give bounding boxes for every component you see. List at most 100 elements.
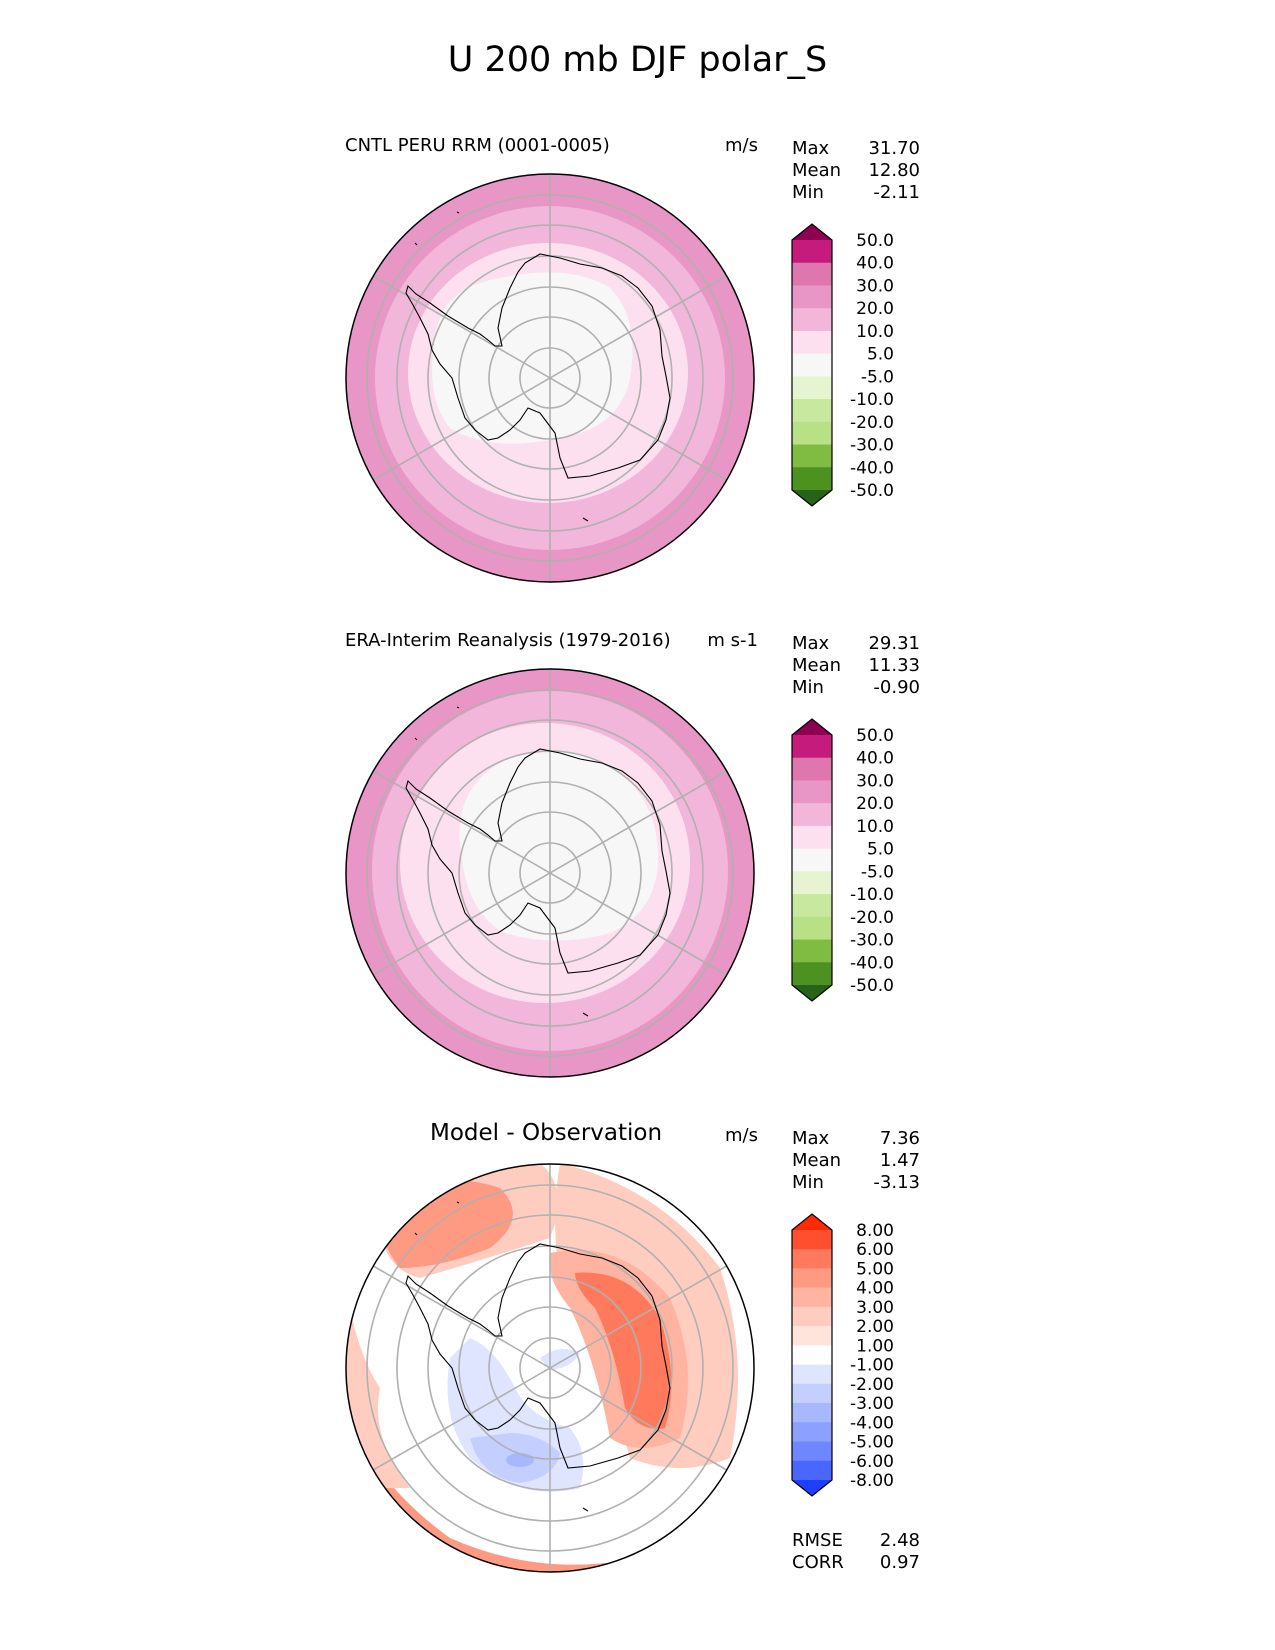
panel-units: m/s (725, 135, 758, 156)
colorbar-tick-label: -20.0 (850, 908, 894, 928)
colorbar-segment (792, 894, 832, 918)
colorbar-tick-label: 20.0 (856, 794, 894, 814)
map-boundary (345, 668, 755, 1078)
colorbar-tick-label: -30.0 (850, 436, 894, 456)
panel-obs: ERA-Interim Reanalysis (1979-2016) m s-1… (0, 615, 1275, 1095)
colorbar-segment (792, 1214, 832, 1230)
colorbar-segment (792, 757, 832, 781)
graticule (366, 174, 734, 582)
polar-map-diff (345, 1163, 755, 1573)
colorbar-segment (792, 330, 832, 355)
colorbar: 8.006.005.004.003.002.001.00-1.00-2.00-3… (791, 1213, 894, 1497)
stat-min: -0.90 (873, 677, 920, 698)
metrics-box: RMSE 2.48 CORR 0.97 (792, 1530, 920, 1574)
colorbar-tick-label: 5.0 (867, 840, 894, 860)
panel-title: Model - Observation (430, 1120, 663, 1146)
colorbar: 50.0 40.030.0 20.0 10.0 5.0-5.0 -10.0 -20.0 -30… (791, 223, 894, 507)
panel-diff: Model - Observation m/s (0, 1110, 1275, 1590)
graticule (366, 669, 734, 1077)
stat-max: 29.31 (868, 633, 920, 654)
colorbar-tick-label: -10.0 (850, 390, 894, 410)
colorbar-segment (792, 1287, 832, 1308)
map-boundary (345, 1163, 755, 1573)
colorbar-tick-label: -50.0 (850, 976, 894, 996)
colorbar-tick-label: 50.0 (856, 231, 894, 251)
stat-label: Max (792, 633, 830, 654)
stat-min: -2.11 (873, 182, 920, 203)
colorbar-tick-label: 40.0 (856, 749, 894, 769)
panel-title: ERA-Interim Reanalysis (1979-2016) (345, 630, 671, 651)
stat-label: Mean (792, 655, 842, 676)
colorbar-segment (792, 962, 832, 986)
colorbar-segment (792, 1441, 832, 1462)
field-band (346, 1408, 754, 1572)
colorbar-tick-label: 10.0 (856, 322, 894, 342)
colorbar-segment (792, 467, 832, 491)
stat-max: 7.36 (879, 1128, 920, 1149)
colorbar-segment (792, 1480, 832, 1496)
figure-title: U 200 mb DJF polar_S (447, 40, 828, 80)
antarctica-coastline (405, 1201, 671, 1512)
colorbar-tick-label: 2.00 (856, 1317, 894, 1337)
field-band (432, 272, 633, 444)
metric-label: RMSE (792, 1530, 843, 1551)
colorbar-segment (792, 421, 832, 445)
colorbar-segment (792, 224, 832, 240)
colorbar-tick-label: 30.0 (856, 276, 894, 296)
colorbar-tick-label: 5.00 (856, 1259, 894, 1279)
panel-title: CNTL PERU RRM (0001-0005) (345, 135, 610, 156)
colorbar-tick-label: -5.00 (850, 1433, 894, 1453)
colorbar-outline (791, 223, 833, 507)
colorbar-tick-label: -5.0 (861, 367, 894, 387)
metric-rmse: 2.48 (879, 1530, 920, 1551)
stats-box: Max 7.36 Mean 1.47 Min -3.13 (792, 1128, 920, 1194)
colorbar-segment (792, 490, 832, 506)
polar-map-obs (345, 668, 755, 1078)
colorbar-segment (792, 1364, 832, 1385)
stat-label: Max (792, 138, 830, 159)
colorbar-tick-label: -10.0 (850, 885, 894, 905)
stat-min: -3.13 (873, 1172, 920, 1193)
colorbar-tick-label: -8.00 (850, 1471, 894, 1491)
colorbar-tick-label: -1.00 (850, 1356, 894, 1376)
colorbar-outline (791, 1213, 833, 1497)
colorbar-segment (792, 780, 832, 804)
stat-label: Mean (792, 160, 842, 181)
colorbar-tick-label: 40.0 (856, 254, 894, 274)
colorbar-segment (792, 735, 832, 759)
colorbar-segment (792, 1383, 832, 1404)
panel-model: CNTL PERU RRM (0001-0005) m/s Max 31.70 M… (0, 120, 1275, 600)
stat-mean: 1.47 (879, 1150, 920, 1171)
colorbar-segment (792, 240, 832, 264)
stat-mean: 12.80 (868, 160, 920, 181)
colorbar-tick-label: 8.00 (856, 1221, 894, 1241)
colorbar-segment (792, 719, 832, 735)
antarctica-coastline (405, 211, 671, 522)
colorbar-tick-label: 3.00 (856, 1298, 894, 1318)
stat-label: Min (792, 677, 824, 698)
field-band (506, 1453, 534, 1467)
metric-label: CORR (792, 1552, 844, 1573)
panel-units: m/s (725, 1125, 758, 1146)
stats-box: Max 31.70 Mean 12.80 Min -2.11 (792, 138, 920, 204)
colorbar: 50.0 40.030.0 20.0 10.0 5.0-5.0 -10.0 -20.0 -30… (791, 718, 894, 1002)
antarctica-coastline (405, 706, 671, 1017)
colorbar-segment (792, 939, 832, 963)
colorbar-tick-label: 6.00 (856, 1240, 894, 1260)
colorbar-segment (792, 1345, 832, 1366)
colorbar-segment (792, 916, 832, 940)
colorbar-segment (792, 308, 832, 332)
stat-label: Min (792, 1172, 824, 1193)
colorbar-segment (792, 1403, 832, 1423)
stat-mean: 11.33 (868, 655, 920, 676)
colorbar-segment (792, 871, 832, 895)
colorbar-tick-label: -40.0 (850, 458, 894, 478)
colorbar-segment (792, 444, 832, 468)
colorbar-segment (792, 848, 832, 872)
stats-box: Max 29.31 Mean 11.33 Min -0.90 (792, 633, 920, 699)
colorbar-outline (791, 718, 833, 1002)
colorbar-segment (792, 1422, 832, 1442)
colorbar-tick-label: -30.0 (850, 931, 894, 951)
colorbar-tick-label: -3.00 (850, 1394, 894, 1414)
colorbar-segment (792, 985, 832, 1001)
